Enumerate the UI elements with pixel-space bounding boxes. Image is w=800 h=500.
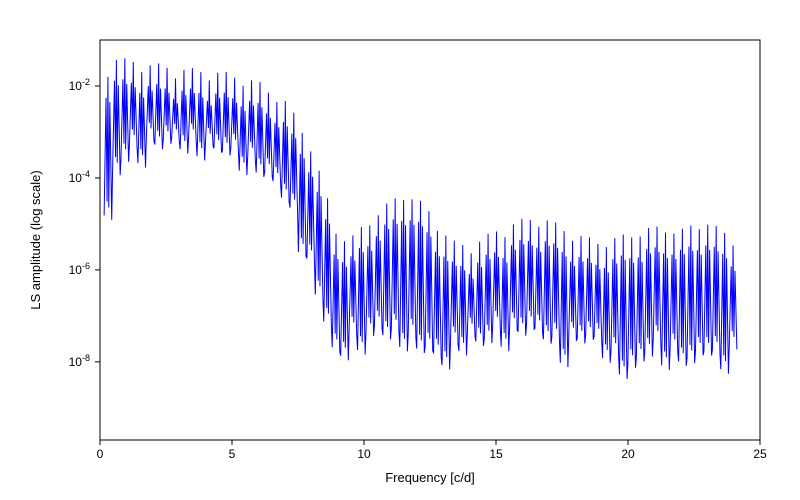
periodogram-line [104, 58, 737, 379]
chart-svg: 0 5 10 15 20 25 10-8 10-6 10-4 10-2 Frequency [c/d… [0, 0, 800, 500]
x-tick-label: 15 [489, 447, 503, 461]
y-axis-label: LS amplitude (log scale) [28, 170, 43, 309]
y-tick-label: 10-2 [69, 77, 90, 93]
y-tick-label: 10-6 [69, 261, 90, 277]
x-tick-label: 5 [229, 447, 236, 461]
x-tick-label: 0 [97, 447, 104, 461]
periodogram-chart: 0 5 10 15 20 25 10-8 10-6 10-4 10-2 Frequency [c/d… [0, 0, 800, 500]
y-tick-label: 10-4 [69, 169, 90, 185]
x-tick-label: 10 [357, 447, 371, 461]
x-tick-label: 20 [621, 447, 635, 461]
y-tick-label: 10-8 [69, 353, 90, 369]
x-axis-label: Frequency [c/d] [385, 470, 475, 485]
x-tick-label: 25 [753, 447, 767, 461]
